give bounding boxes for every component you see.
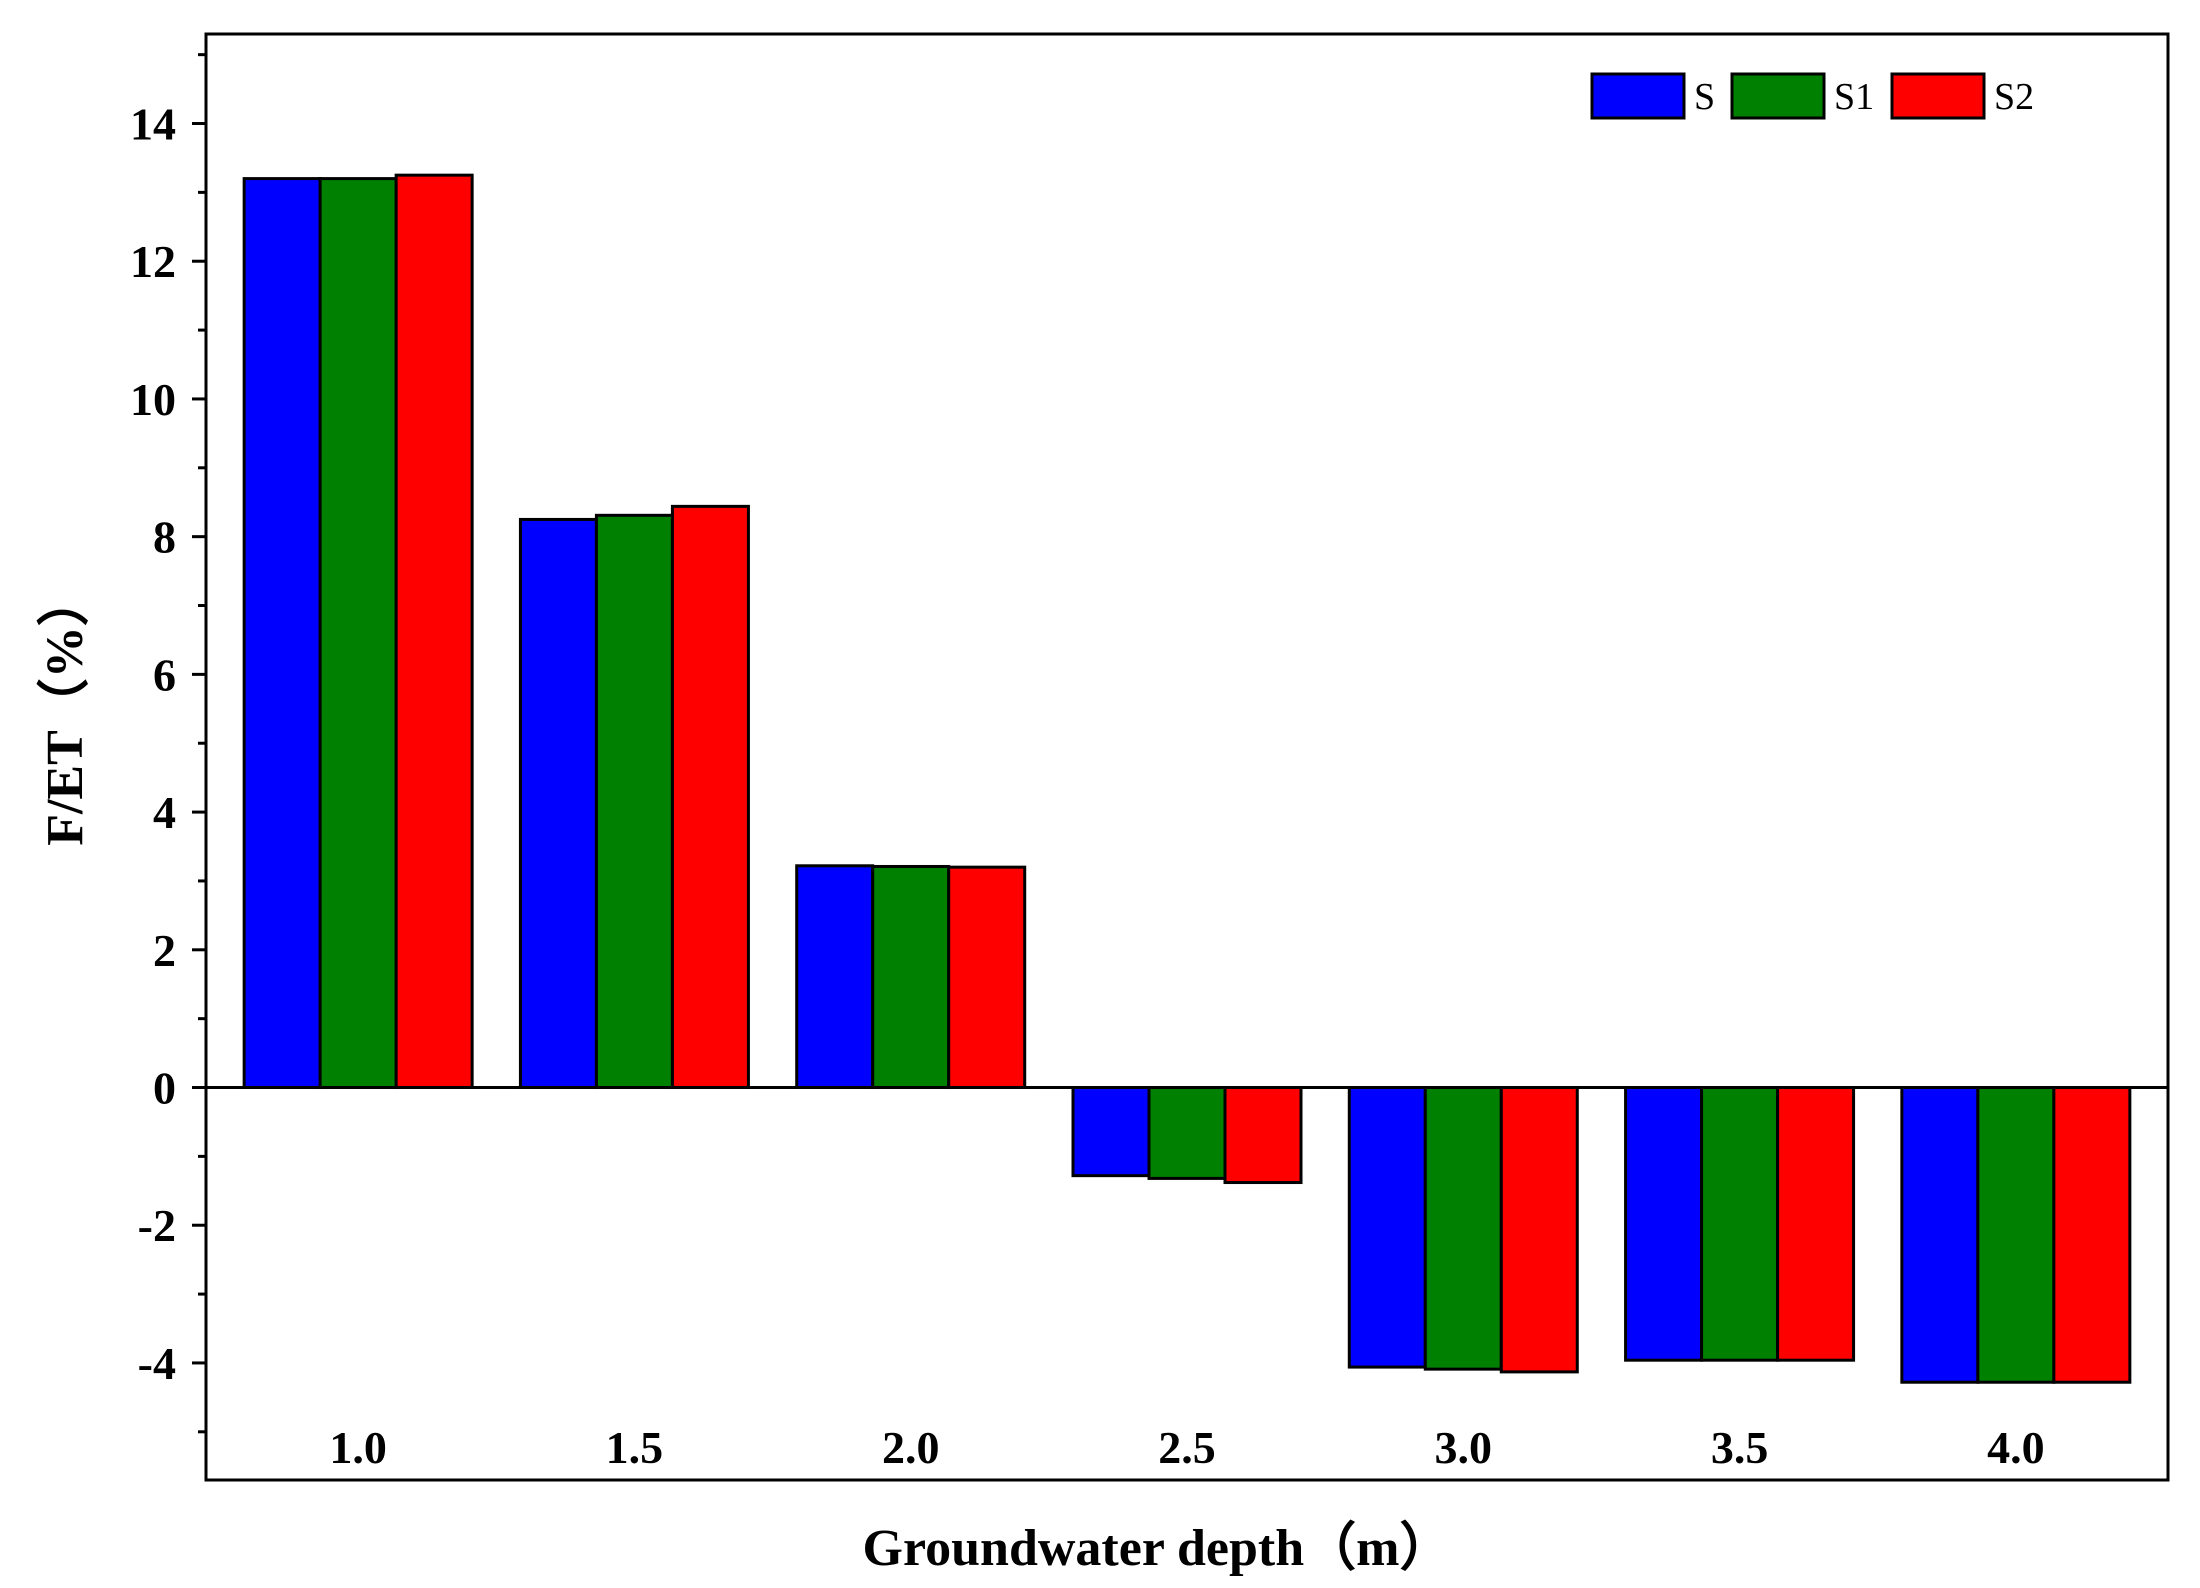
- bar-S2-3.0: [1499, 1086, 1579, 1374]
- bars: [242, 173, 2132, 1384]
- legend-label-S2: S2: [1994, 76, 2034, 118]
- x-tick-label: 1.5: [606, 1422, 664, 1473]
- legend-swatch-S1: [1730, 72, 1826, 120]
- x-tick-label: 2.0: [882, 1422, 940, 1473]
- bar-S2-1.5: [670, 504, 750, 1090]
- bar-S2-3.5: [1776, 1086, 1856, 1362]
- bar-S1-2.5: [1147, 1086, 1227, 1180]
- bar-S-3.5: [1624, 1086, 1704, 1362]
- bar-S1-2.0: [871, 864, 951, 1090]
- bar-S1-1.5: [594, 513, 674, 1090]
- y-axis-title: F/ET（%）: [36, 574, 94, 846]
- legend: S S1 S2: [1590, 72, 2034, 120]
- y-tick-label: -2: [138, 1200, 176, 1251]
- plot-frame: [204, 32, 2170, 1482]
- bar-S1-3.5: [1700, 1086, 1780, 1362]
- y-tick-label: 0: [153, 1063, 176, 1114]
- bar-S-1.5: [518, 517, 598, 1090]
- y-tick-label: 12: [130, 236, 176, 287]
- bar-S-4.0: [1900, 1086, 1980, 1384]
- x-tick-label: 1.0: [329, 1422, 387, 1473]
- x-tick-label: 3.5: [1711, 1422, 1769, 1473]
- y-tick-label: 4: [153, 787, 176, 838]
- x-tick-label: 3.0: [1435, 1422, 1493, 1473]
- legend-label-S1: S1: [1834, 76, 1874, 118]
- bar-S1-1.0: [318, 177, 398, 1090]
- bar-S2-2.0: [947, 865, 1027, 1090]
- y-tick-label: 2: [153, 925, 176, 976]
- y-tick-label: 14: [130, 99, 176, 150]
- y-axis: -4 -2 0 2 4 6 8 10 12 14: [130, 99, 206, 1389]
- bar-S1-3.0: [1423, 1086, 1503, 1371]
- legend-label-S: S: [1694, 76, 1715, 118]
- y-tick-label: -4: [138, 1338, 176, 1389]
- bar-S-2.0: [795, 864, 875, 1090]
- legend-swatch-S2: [1890, 72, 1986, 120]
- y-tick-label: 10: [130, 374, 176, 425]
- x-tick-label: 2.5: [1158, 1422, 1216, 1473]
- y-tick-label: 6: [153, 649, 176, 700]
- bar-S2-1.0: [394, 173, 474, 1090]
- legend-swatch-S: [1590, 72, 1686, 120]
- bar-S-1.0: [242, 177, 322, 1090]
- y-tick-label: 8: [153, 512, 176, 563]
- x-tick-label: 4.0: [1987, 1422, 2045, 1473]
- x-axis: 1.0 1.5 2.0 2.5 3.0 3.5 4.0: [329, 1422, 2044, 1473]
- bar-S1-4.0: [1976, 1086, 2056, 1384]
- x-axis-title: Groundwater depth（m）: [863, 1519, 1452, 1577]
- bar-S-2.5: [1071, 1086, 1151, 1178]
- bar-S2-4.0: [2052, 1086, 2132, 1384]
- bar-S-3.0: [1347, 1086, 1427, 1369]
- bar-S2-2.5: [1223, 1086, 1303, 1185]
